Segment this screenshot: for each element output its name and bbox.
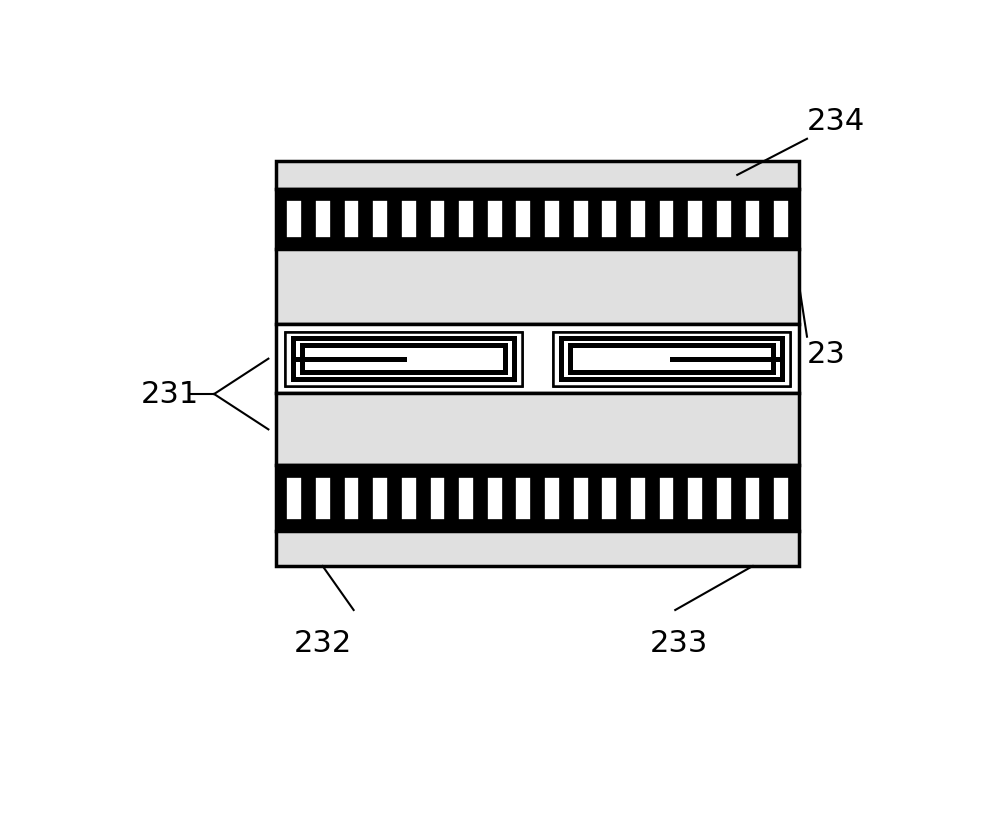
Bar (795, 465, 799, 531)
Bar (285, 331, 522, 386)
Bar (659, 477, 674, 520)
Bar (286, 200, 302, 238)
Text: 234: 234 (807, 107, 865, 135)
Text: 23: 23 (807, 339, 846, 369)
Bar (544, 477, 560, 520)
Bar (487, 477, 503, 520)
Bar (276, 393, 799, 465)
Bar (515, 200, 531, 238)
Bar (280, 465, 795, 477)
Bar (276, 189, 799, 249)
Bar (630, 200, 646, 238)
Text: 232: 232 (294, 629, 352, 658)
Bar (458, 477, 474, 520)
Bar (687, 200, 703, 238)
Bar (276, 161, 799, 189)
Bar (458, 200, 474, 238)
Bar (773, 477, 789, 520)
Bar (687, 477, 703, 520)
Bar (315, 200, 331, 238)
Bar (430, 200, 445, 238)
Bar (276, 465, 799, 531)
Bar (630, 477, 646, 520)
Bar (553, 331, 790, 386)
Bar (773, 200, 789, 238)
Bar (276, 465, 280, 531)
Bar (659, 200, 674, 238)
Bar (280, 189, 795, 200)
Bar (573, 477, 589, 520)
Bar (745, 477, 760, 520)
Bar (745, 200, 760, 238)
Bar (716, 477, 732, 520)
Bar (344, 477, 359, 520)
Text: 233: 233 (650, 629, 708, 658)
Bar (276, 531, 799, 566)
Bar (344, 200, 359, 238)
Bar (286, 477, 302, 520)
Bar (573, 200, 589, 238)
Bar (276, 249, 799, 324)
Bar (544, 200, 560, 238)
Bar (276, 189, 280, 249)
Bar (285, 331, 522, 386)
Bar (280, 520, 795, 531)
Bar (401, 200, 417, 238)
Bar (487, 200, 503, 238)
Bar (372, 477, 388, 520)
Bar (315, 477, 331, 520)
Bar (372, 200, 388, 238)
Bar (553, 331, 790, 386)
Bar (276, 324, 799, 393)
Bar (601, 200, 617, 238)
Bar (795, 189, 799, 249)
Bar (515, 477, 531, 520)
Bar (601, 477, 617, 520)
Bar (430, 477, 445, 520)
Bar (280, 238, 795, 249)
Text: 231: 231 (140, 379, 199, 409)
Bar (716, 200, 732, 238)
Bar (401, 477, 417, 520)
